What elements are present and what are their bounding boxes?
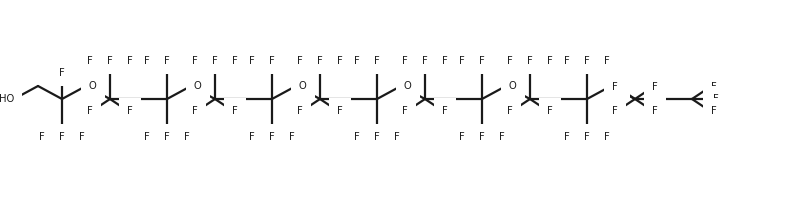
Text: F: F <box>59 68 65 78</box>
Text: F: F <box>184 56 190 66</box>
Text: F: F <box>652 106 658 116</box>
Text: F: F <box>604 132 610 142</box>
Text: F: F <box>499 56 505 66</box>
Text: F: F <box>184 132 190 142</box>
Text: F: F <box>507 56 513 66</box>
Text: F: F <box>402 106 408 116</box>
Text: F: F <box>317 56 323 66</box>
Text: F: F <box>192 106 198 116</box>
Text: F: F <box>87 56 93 66</box>
Text: F: F <box>564 132 570 142</box>
Text: F: F <box>107 56 113 66</box>
Text: F: F <box>604 56 610 66</box>
Text: F: F <box>527 56 533 66</box>
Text: F: F <box>584 132 590 142</box>
Text: F: F <box>232 106 238 116</box>
Text: F: F <box>127 106 132 116</box>
Text: F: F <box>269 132 275 142</box>
Text: F: F <box>652 82 658 92</box>
Text: F: F <box>394 56 400 66</box>
Text: O: O <box>509 81 517 91</box>
Text: F: F <box>711 106 717 116</box>
Text: F: F <box>402 56 408 66</box>
Text: F: F <box>192 56 198 66</box>
Text: F: F <box>212 56 217 66</box>
Text: F: F <box>249 56 255 66</box>
Text: F: F <box>289 56 295 66</box>
Text: F: F <box>289 132 295 142</box>
Text: F: F <box>127 56 132 66</box>
Text: F: F <box>249 132 255 142</box>
Text: F: F <box>564 56 570 66</box>
Text: F: F <box>144 132 150 142</box>
Text: F: F <box>612 82 618 92</box>
Text: F: F <box>297 56 303 66</box>
Text: O: O <box>404 81 412 91</box>
Text: F: F <box>711 82 717 92</box>
Text: F: F <box>459 56 465 66</box>
Text: F: F <box>164 56 170 66</box>
Text: F: F <box>59 132 65 142</box>
Text: F: F <box>442 106 448 116</box>
Text: F: F <box>87 106 93 116</box>
Text: F: F <box>459 132 465 142</box>
Text: F: F <box>479 132 485 142</box>
Text: F: F <box>547 56 552 66</box>
Text: F: F <box>422 56 428 66</box>
Text: F: F <box>479 56 485 66</box>
Text: O: O <box>614 81 622 91</box>
Text: O: O <box>89 81 97 91</box>
Text: O: O <box>299 81 307 91</box>
Text: F: F <box>584 56 590 66</box>
Text: F: F <box>355 56 360 66</box>
Text: F: F <box>269 56 275 66</box>
Text: F: F <box>164 132 170 142</box>
Text: F: F <box>39 132 45 142</box>
Text: F: F <box>442 56 448 66</box>
Text: F: F <box>507 106 513 116</box>
Text: F: F <box>547 106 552 116</box>
Text: F: F <box>79 132 85 142</box>
Text: HO: HO <box>0 94 14 104</box>
Text: F: F <box>232 56 238 66</box>
Text: F: F <box>499 132 505 142</box>
Text: F: F <box>374 56 380 66</box>
Text: F: F <box>713 94 719 104</box>
Text: F: F <box>337 106 343 116</box>
Text: F: F <box>337 56 343 66</box>
Text: F: F <box>394 132 400 142</box>
Text: F: F <box>612 106 618 116</box>
Text: F: F <box>297 106 303 116</box>
Text: O: O <box>194 81 202 91</box>
Text: F: F <box>374 132 380 142</box>
Text: F: F <box>144 56 150 66</box>
Text: F: F <box>355 132 360 142</box>
